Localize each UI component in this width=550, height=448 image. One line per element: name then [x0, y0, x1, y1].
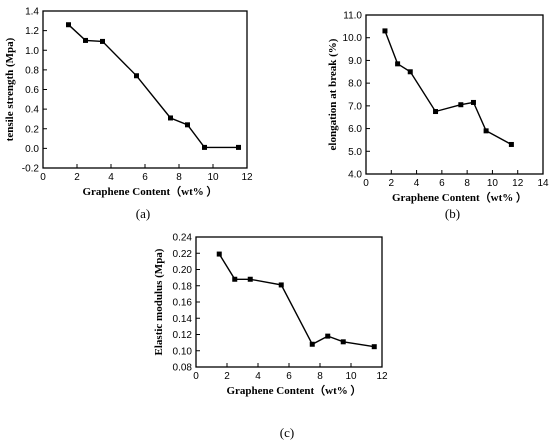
y-tick-label: 0.14	[173, 314, 193, 325]
data-point	[340, 339, 346, 345]
y-tick-label: 0.08	[173, 363, 193, 374]
x-tick-label: 0	[193, 371, 199, 382]
data-point	[134, 73, 139, 79]
data-point	[508, 141, 514, 147]
series-line	[218, 253, 375, 348]
y-tick-label: 1.0	[25, 46, 39, 57]
y-tick-label: 0.0	[25, 144, 39, 155]
data-point	[66, 22, 71, 28]
x-axis-title: Graphene Content（wt% ）	[82, 185, 217, 198]
data-point	[470, 99, 476, 105]
x-tick-label: 4	[255, 371, 261, 382]
data-point	[395, 61, 401, 67]
y-tick-label: 10.0	[343, 33, 363, 44]
x-tick-label: 2	[224, 371, 230, 382]
data-point	[458, 102, 464, 108]
panel-label: (b)	[445, 206, 460, 221]
x-axis-title: Graphene Content（wt% ）	[226, 384, 361, 397]
x-tick-label: 8	[176, 172, 182, 183]
y-tick-label: 0.8	[25, 65, 39, 76]
data-point	[309, 341, 315, 347]
data-point	[433, 109, 439, 115]
x-tick-label: 10	[207, 172, 219, 183]
x-tick-label: 14	[537, 178, 549, 189]
data-point	[483, 128, 489, 134]
data-point	[371, 344, 377, 350]
y-tick-label: 0.24	[173, 233, 193, 244]
y-tick-label: 4.0	[348, 170, 362, 181]
plot-frame	[195, 236, 383, 368]
x-tick-label: 2	[74, 172, 80, 183]
y-axis-title: Elastic modulus (Mpa)	[153, 248, 165, 355]
data-point	[382, 28, 388, 34]
chart-panel-c: 0 2 4 6 8 10 12 0.08 0.10 0.12 0.14 0.16 0.18 0.20 0.2…	[153, 233, 388, 441]
y-tick-label: 1.4	[25, 7, 39, 18]
y-tick-label: 1.2	[25, 26, 39, 37]
panel-label: (a)	[136, 206, 150, 221]
y-tick-label: 0.10	[173, 346, 193, 357]
data-point	[247, 276, 253, 282]
plot-frame	[365, 14, 544, 175]
x-tick-label: 6	[142, 172, 148, 183]
series-line	[384, 30, 512, 146]
y-tick-label: 0.4	[25, 105, 39, 116]
y-tick-label: -0.2	[22, 164, 40, 175]
x-tick-label: 8	[317, 371, 323, 382]
x-tick-label: 8	[464, 178, 470, 189]
y-tick-label: 0.6	[25, 85, 39, 96]
x-tick-label: 2	[389, 178, 395, 189]
x-tick-label: 12	[376, 371, 388, 382]
y-tick-label: 5.0	[348, 147, 362, 158]
x-axis-title: Graphene Content（wt% ）	[392, 191, 527, 204]
y-axis-title: elongation at break (%)	[327, 38, 339, 150]
data-point	[216, 251, 222, 257]
y-tick-label: 0.16	[173, 298, 193, 309]
x-tick-label: 4	[414, 178, 420, 189]
x-tick-label: 12	[512, 178, 524, 189]
data-point	[278, 282, 284, 288]
data-point	[407, 69, 413, 75]
x-tick-label: 10	[345, 371, 357, 382]
y-tick-label: 0.12	[173, 330, 193, 341]
data-point	[232, 276, 238, 282]
x-tick-label: 0	[363, 178, 369, 189]
data-point	[168, 115, 173, 121]
x-tick-label: 10	[487, 178, 499, 189]
series-line	[68, 24, 239, 149]
x-tick-label: 4	[108, 172, 114, 183]
chart-panel-b: 0 2 4 6 8 10 12 14 4.0 5.0 6.0 7.0 8.0 9.0 10.0 11.0 Gra…	[327, 11, 549, 222]
y-tick-label: 0.22	[173, 249, 193, 260]
y-tick-label: 11.0	[343, 11, 362, 22]
plot-frame	[42, 10, 248, 169]
data-point	[325, 333, 331, 339]
x-tick-label: 0	[40, 172, 46, 183]
y-tick-label: 8.0	[348, 79, 362, 90]
data-point	[100, 38, 105, 44]
y-tick-label: 0.18	[173, 281, 193, 292]
panel-label: (c)	[280, 425, 294, 440]
x-tick-label: 6	[286, 371, 292, 382]
x-tick-label: 6	[439, 178, 445, 189]
chart-panel-a: 0 2 4 6 8 10 12 -0.2 0.0 0.2 0.4 0.6 0.8 1.0 1.2 1.4 Gra…	[4, 7, 253, 222]
y-tick-label: 9.0	[348, 56, 362, 67]
data-point	[202, 144, 207, 150]
x-tick-label: 12	[241, 172, 253, 183]
data-point	[236, 144, 241, 150]
y-tick-label: 0.20	[173, 265, 193, 276]
data-point	[83, 37, 88, 43]
y-axis-title: tensile strength (Mpa)	[4, 37, 16, 141]
y-tick-label: 6.0	[348, 124, 362, 135]
y-tick-label: 0.2	[25, 124, 39, 135]
data-point	[185, 122, 190, 128]
y-tick-label: 7.0	[348, 101, 362, 112]
